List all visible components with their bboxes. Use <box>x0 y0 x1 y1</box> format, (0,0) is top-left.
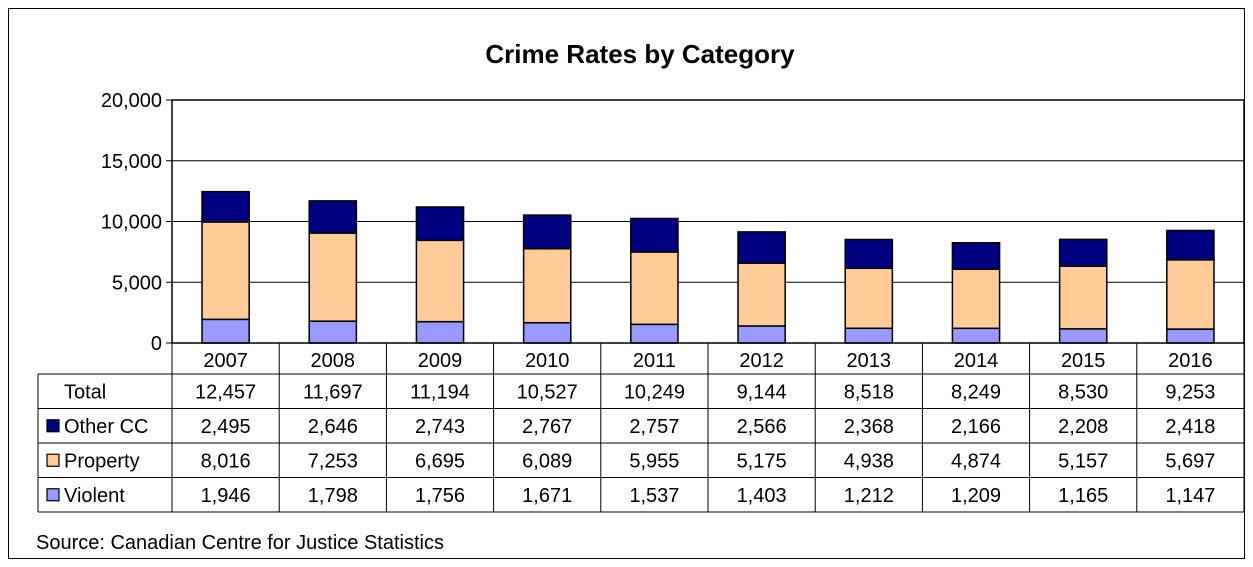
table-value: 8,249 <box>951 381 1001 403</box>
x-tick-label: 2011 <box>633 350 676 372</box>
bar-segment-violent <box>844 327 894 344</box>
bar-segment-other-cc <box>415 206 465 242</box>
y-tick-label: 10,000 <box>101 212 162 234</box>
bar-segment-property <box>951 268 1001 330</box>
table-value: 6,089 <box>522 450 572 472</box>
table-value: 1,756 <box>415 485 465 507</box>
table-value: 1,403 <box>737 485 787 507</box>
y-tick-label: 20,000 <box>101 90 162 112</box>
source-note: Source: Canadian Centre for Justice Stat… <box>36 532 444 554</box>
table-value: 12,457 <box>195 381 256 403</box>
y-tick-label: 15,000 <box>101 151 162 173</box>
table-value: 10,249 <box>624 381 685 403</box>
table-value: 1,537 <box>629 485 679 507</box>
table-value: 2,743 <box>415 416 465 438</box>
table-value: 11,697 <box>303 381 363 403</box>
x-tick-label: 2016 <box>1168 350 1213 372</box>
legend-key <box>46 453 60 467</box>
table-value: 5,175 <box>737 450 787 472</box>
x-tick-label: 2013 <box>847 350 892 372</box>
table-value: 1,212 <box>844 485 894 507</box>
bar-segment-property <box>1058 265 1108 330</box>
bar-segment-violent <box>630 323 679 344</box>
x-tick-label: 2014 <box>954 350 999 372</box>
data-table: 2007 2008 2009 2010 2011 2012 2013 2014 2015 2016… <box>37 342 1245 513</box>
bar-segment-other-cc <box>1166 229 1215 261</box>
table-value: 2,495 <box>201 416 251 438</box>
bar-segment-property <box>737 262 786 327</box>
x-tick-label: 2008 <box>311 350 356 372</box>
bar-segment-other-cc <box>201 190 250 223</box>
x-tick-label: 2012 <box>739 350 784 372</box>
table-row-label: Violent <box>64 485 125 507</box>
bar-segment-property <box>201 221 250 321</box>
table-value: 2,166 <box>951 416 1001 438</box>
bar-segment-violent <box>737 325 786 344</box>
x-tick-label: 2015 <box>1061 350 1106 372</box>
table-value: 1,209 <box>951 485 1001 507</box>
table-value: 1,165 <box>1058 485 1108 507</box>
bar-segment-property <box>522 247 572 324</box>
table-value: 2,646 <box>308 416 358 438</box>
bar-segment-property <box>630 251 679 326</box>
table-value: 5,955 <box>629 450 679 472</box>
bar-segment-violent <box>1058 328 1108 344</box>
table-value: 8,016 <box>201 450 251 472</box>
table-row-label: Total <box>64 381 106 403</box>
table-value: 2,767 <box>522 416 572 438</box>
table-value: 5,697 <box>1165 450 1215 472</box>
y-axis-ticks: 0 5,000 10,000 15,000 20,000 <box>101 90 172 355</box>
table-value: 2,368 <box>844 416 894 438</box>
bar-segment-other-cc <box>1058 238 1108 267</box>
bar-segment-other-cc <box>951 242 1001 270</box>
table-value: 6,695 <box>415 450 465 472</box>
table-value: 9,144 <box>737 381 787 403</box>
bar-segment-other-cc <box>308 200 358 234</box>
bar-segment-other-cc <box>630 217 679 253</box>
bar-segment-property <box>1166 259 1215 330</box>
legend-key <box>46 488 60 502</box>
y-tick-label: 0 <box>151 333 162 355</box>
bar-segment-violent <box>522 321 572 344</box>
bar-segment-property <box>844 267 894 330</box>
y-tick-label: 5,000 <box>112 272 162 294</box>
x-tick-label: 2009 <box>418 350 463 372</box>
bar-segment-violent <box>308 320 358 344</box>
bar-segment-other-cc <box>844 238 894 270</box>
bar-segment-violent <box>415 320 465 344</box>
x-tick-label: 2010 <box>525 350 570 372</box>
table-value: 7,253 <box>308 450 358 472</box>
legend-key <box>46 419 60 433</box>
table-value: 1,798 <box>308 485 358 507</box>
bar-segment-violent <box>951 327 1001 344</box>
table-value: 1,946 <box>201 485 251 507</box>
table-value: 5,157 <box>1058 450 1108 472</box>
table-value: 2,418 <box>1165 416 1215 438</box>
table-value: 8,530 <box>1058 381 1108 403</box>
bar-segment-violent <box>1166 328 1215 344</box>
table-value: 2,566 <box>737 416 787 438</box>
x-tick-label: 2007 <box>203 350 248 372</box>
table-value: 1,671 <box>522 485 572 507</box>
table-value: 8,518 <box>844 381 894 403</box>
table-value: 10,527 <box>517 381 578 403</box>
table-value: 1,147 <box>1165 485 1215 507</box>
table-value: 2,208 <box>1058 416 1108 438</box>
table-value: 4,938 <box>844 450 894 472</box>
chart-title: Crime Rates by Category <box>485 39 795 69</box>
table-row-label: Property <box>64 450 140 472</box>
bar-segment-property <box>415 239 465 323</box>
bar-segment-other-cc <box>737 231 786 264</box>
bar-segment-property <box>308 232 358 322</box>
table-row-label: Other CC <box>64 416 148 438</box>
table-value: 4,874 <box>951 450 1001 472</box>
table-value: 11,194 <box>410 381 470 403</box>
table-value: 2,757 <box>629 416 679 438</box>
bar-segment-violent <box>201 318 250 344</box>
table-value: 9,253 <box>1165 381 1215 403</box>
bar-segment-other-cc <box>522 214 572 250</box>
bars <box>201 190 1215 344</box>
